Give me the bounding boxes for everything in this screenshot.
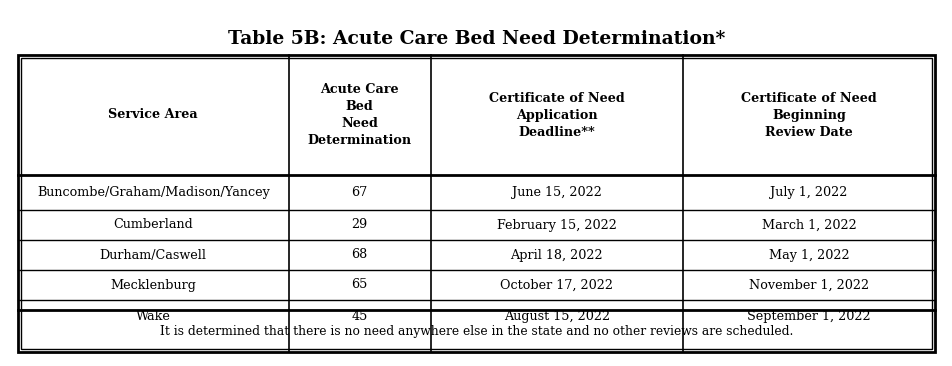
Bar [21,58,931,349]
Text: June 15, 2022: June 15, 2022 [511,186,601,199]
Text: August 15, 2022: August 15, 2022 [504,310,609,323]
Text: Table 5B: Acute Care Bed Need Determination*: Table 5B: Acute Care Bed Need Determinat… [228,30,724,48]
Text: Buncombe/Graham/Madison/Yancey: Buncombe/Graham/Madison/Yancey [37,186,269,199]
Text: May 1, 2022: May 1, 2022 [768,249,848,261]
Text: April 18, 2022: April 18, 2022 [510,249,603,261]
Text: Cumberland: Cumberland [113,219,193,232]
Text: Certificate of Need
Application
Deadline**: Certificate of Need Application Deadline… [488,92,624,138]
Text: It is determined that there is no need anywhere else in the state and no other r: It is determined that there is no need a… [160,325,792,337]
Text: 29: 29 [351,219,367,232]
Text: 45: 45 [351,310,367,323]
Text: March 1, 2022: March 1, 2022 [761,219,856,232]
Text: November 1, 2022: November 1, 2022 [748,279,868,291]
Text: 68: 68 [351,249,367,261]
Bar [18,55,934,352]
Text: October 17, 2022: October 17, 2022 [500,279,612,291]
Text: September 1, 2022: September 1, 2022 [746,310,870,323]
Text: Certificate of Need
Beginning
Review Date: Certificate of Need Beginning Review Dat… [741,92,876,138]
Text: Mecklenburg: Mecklenburg [110,279,196,291]
Text: 67: 67 [351,186,367,199]
Text: Service Area: Service Area [109,108,198,122]
Bar [18,55,934,352]
Text: Durham/Caswell: Durham/Caswell [100,249,207,261]
Text: Acute Care
Bed
Need
Determination: Acute Care Bed Need Determination [307,83,411,147]
Text: Wake: Wake [136,310,170,323]
Text: 65: 65 [351,279,367,291]
Text: July 1, 2022: July 1, 2022 [769,186,846,199]
Text: February 15, 2022: February 15, 2022 [496,219,616,232]
